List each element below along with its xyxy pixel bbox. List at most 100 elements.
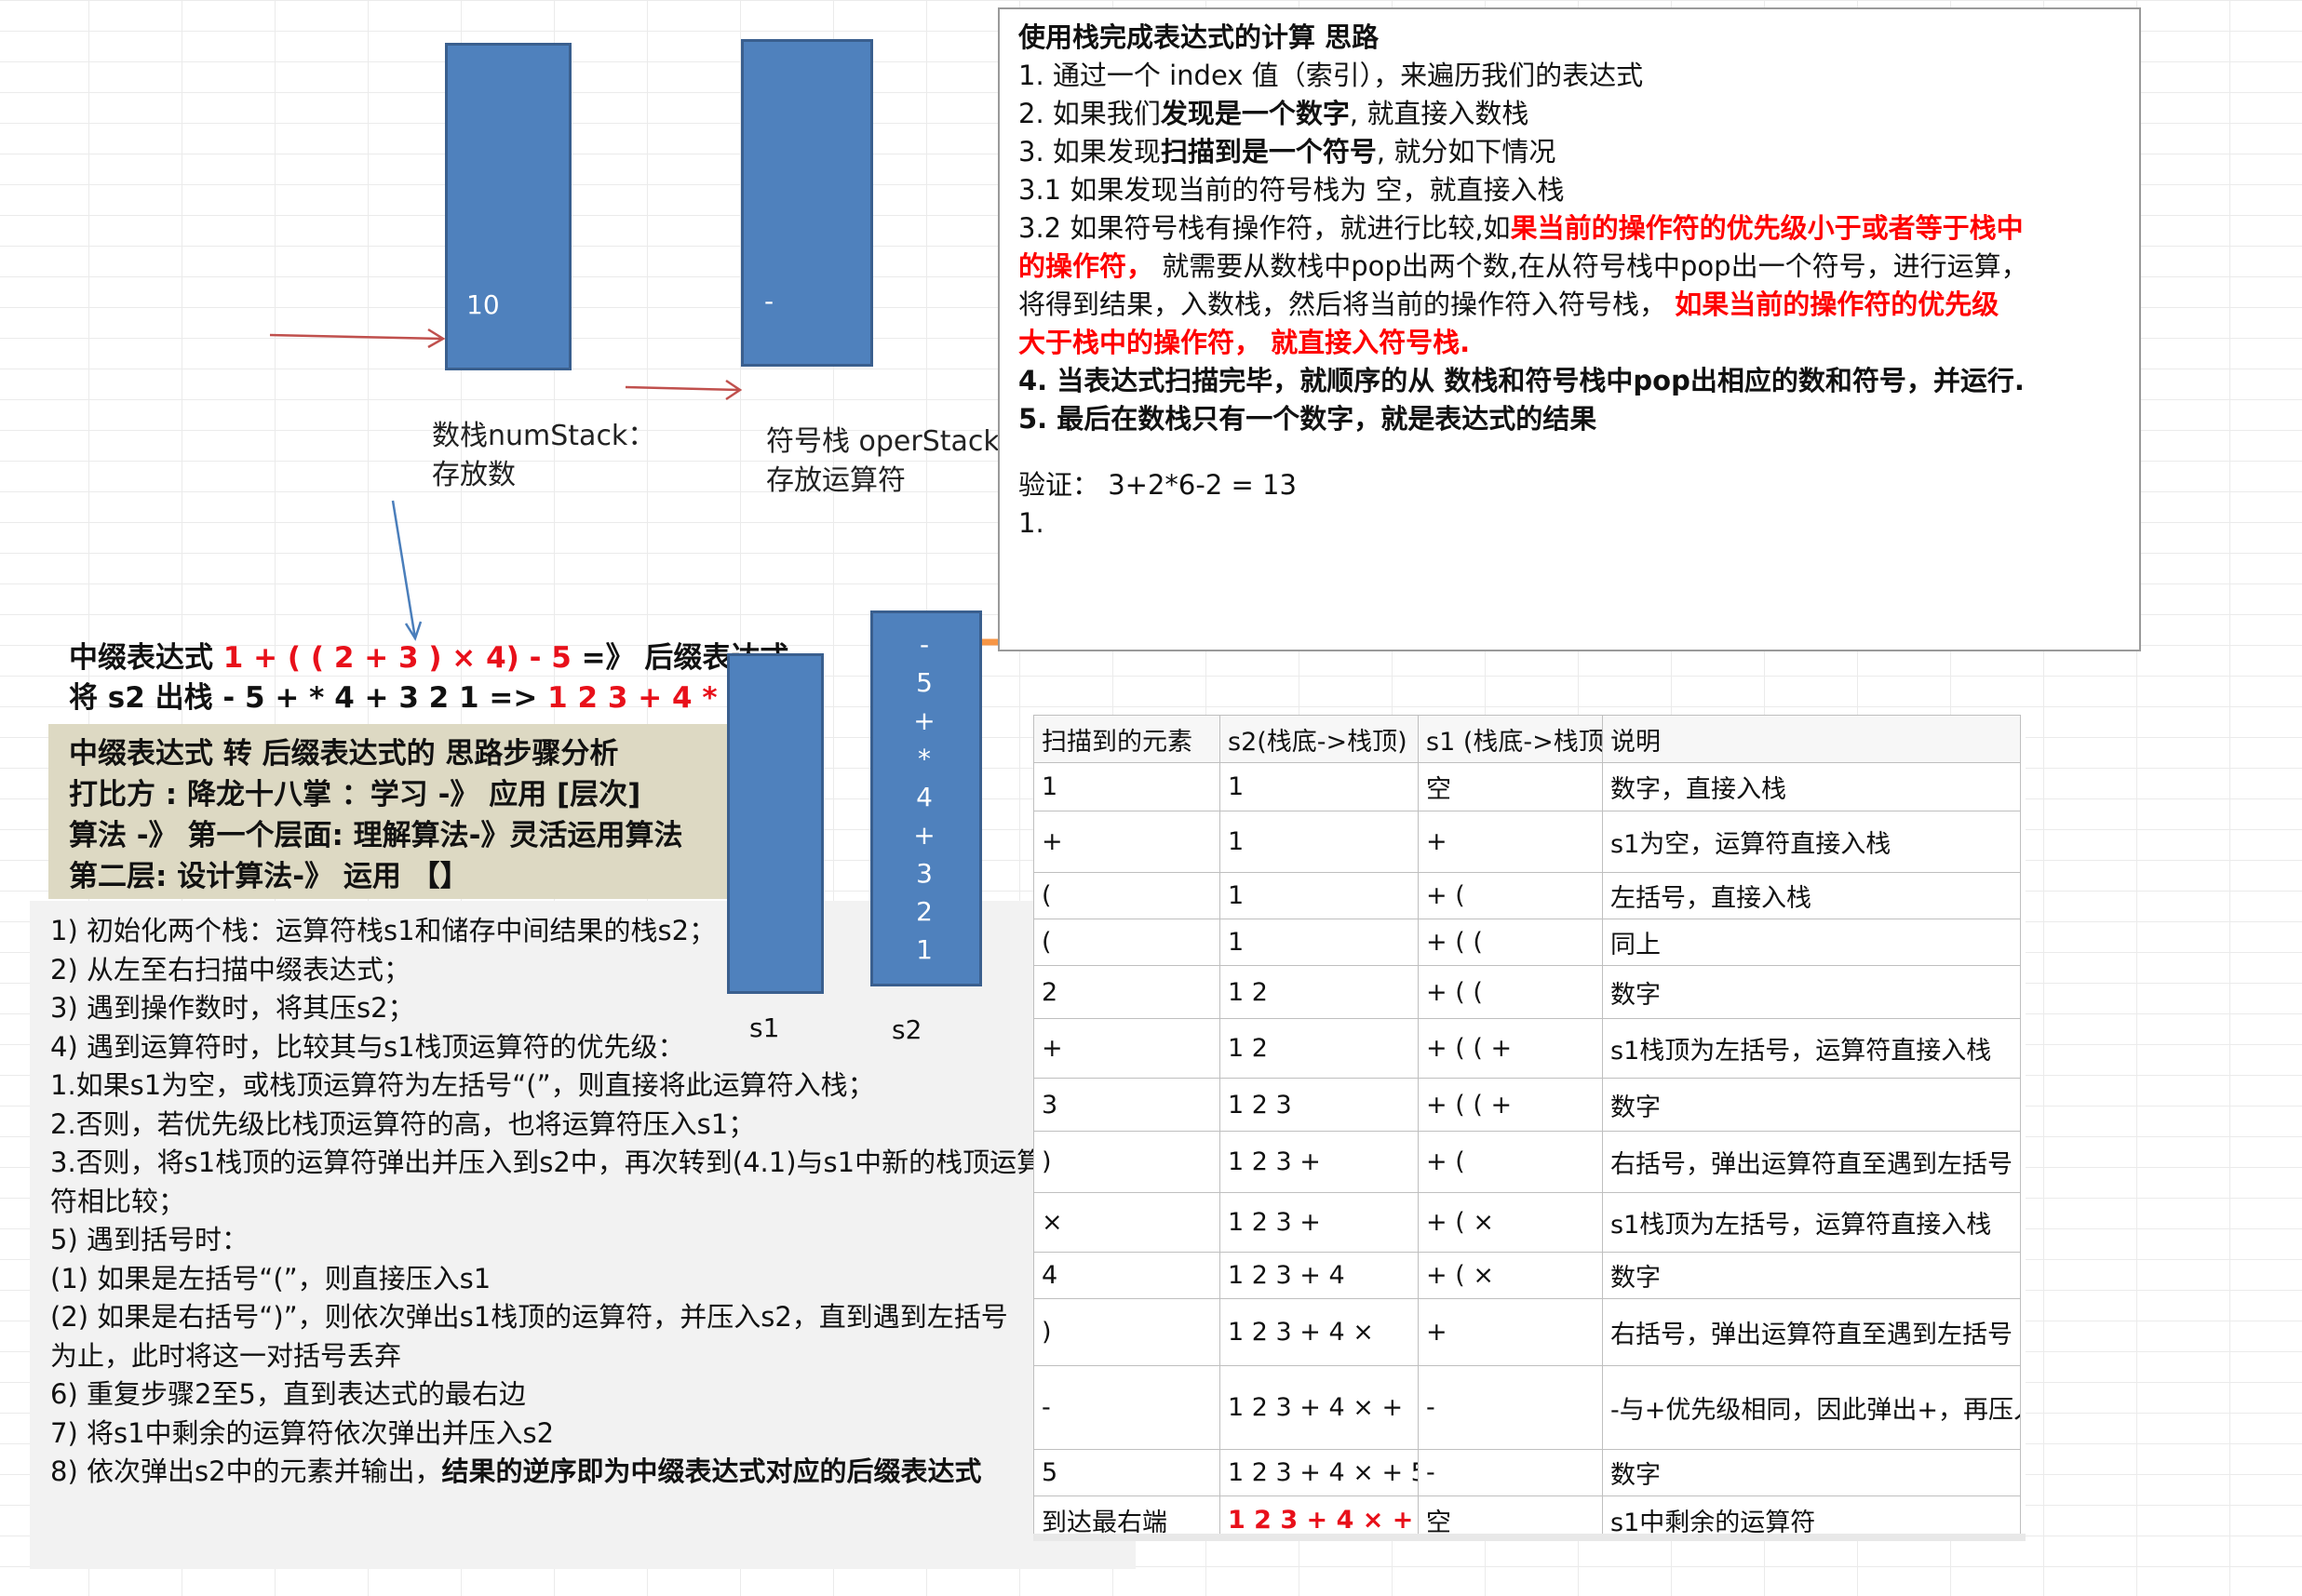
table-cell: s1栈顶为左括号，运算符直接入栈 xyxy=(1602,1018,2021,1079)
s2-label: s2 xyxy=(892,1014,922,1045)
s1-stack-box xyxy=(727,653,824,994)
table-cell: + ( × xyxy=(1418,1252,1603,1299)
table-cell: 1 xyxy=(1219,872,1419,919)
table-cell: + ( ( + xyxy=(1418,1018,1603,1079)
table-cell: ) xyxy=(1033,1298,1220,1366)
table-cell: 1 2 3 + 4 × + xyxy=(1219,1365,1419,1450)
table-cell: - xyxy=(1418,1365,1603,1450)
column-header: 扫描到的元素 xyxy=(1033,715,1220,763)
table-cell: 数字，直接入栈 xyxy=(1602,762,2021,811)
table-cell: 1 2 3 xyxy=(1219,1078,1419,1132)
table-cell: + ( ( xyxy=(1418,965,1603,1019)
table-cell: 1 2 3 + xyxy=(1219,1192,1419,1253)
table-cell: 1 xyxy=(1033,762,1220,811)
table-cell: 3 xyxy=(1033,1078,1220,1132)
table-cell: + xyxy=(1418,811,1603,873)
conversion-table: 扫描到的元素 s2(栈底->栈顶) s1 (栈底->栈顶) 说明 1 1 空数字，直接入栈… xyxy=(1033,715,2026,1541)
num-stack-top-value: 10 xyxy=(466,289,500,320)
table-cell: 2 xyxy=(1033,965,1220,1019)
table-cell: 1 2 3 + 4 × + 5 xyxy=(1219,1449,1419,1496)
table-cell: -与+优先级相同，因此弹出+，再压入- xyxy=(1602,1365,2021,1450)
table-cell: s1栈顶为左括号，运算符直接入栈 xyxy=(1602,1192,2021,1253)
conversion-steps: 1) 初始化两个栈：运算符栈s1和储存中间结果的栈s2； 2) 从左至右扫描中缀表… xyxy=(30,901,1136,1569)
num-stack-box: 10 xyxy=(445,43,572,370)
s2-stack-item: - xyxy=(919,629,930,660)
table-cell: 5 xyxy=(1033,1449,1220,1496)
step-line: 1.如果s1为空，或栈顶运算符为左括号“(”，则直接将此运算符入栈； xyxy=(50,1069,875,1101)
table-cell: + ( ( xyxy=(1418,919,1603,966)
table-cell: ( xyxy=(1033,872,1220,919)
blue-arrow-down xyxy=(391,500,423,641)
s1-label: s1 xyxy=(749,1013,780,1043)
table-cell: 1 2 xyxy=(1219,1018,1419,1079)
s2-stack-item: 1 xyxy=(916,934,933,965)
table-cell: ) xyxy=(1033,1131,1220,1193)
table-cell: 1 xyxy=(1219,811,1419,873)
analysis-box: 中缀表达式 转 后缀表达式的 思路步骤分析 打比方 : 降龙十八掌 ：学习 -》… xyxy=(48,724,728,899)
table-cell: 数字 xyxy=(1602,1252,2021,1299)
step-line: 为止，此时将这一对括号丢弃 xyxy=(50,1339,402,1372)
s2-stack-item: 3 xyxy=(916,858,933,889)
table-row: +1 2 + ( ( + s1栈顶为左括号，运算符直接入栈 xyxy=(1033,1018,2021,1079)
step-line: 5) 遇到括号时： xyxy=(50,1224,249,1255)
table-cell: 1 2 3 + 4 × xyxy=(1219,1298,1419,1366)
step-line: 2.否则，若优先级比栈顶运算符的高，也将运算符压入s1； xyxy=(50,1107,756,1140)
step-line: (2) 如果是右括号“)”，则依次弹出s1栈顶的运算符，并压入s2，直到遇到左括… xyxy=(50,1301,1008,1333)
stack-calc-notes: 使用栈完成表达式的计算 思路 1. 通过一个 index 值（索引），来遍历我们… xyxy=(998,7,2141,651)
table-cell: + ( × xyxy=(1418,1192,1603,1253)
table-row: ) 1 2 3 + + (右括号，弹出运算符直至遇到左括号 xyxy=(1033,1131,2021,1193)
table-cell: - xyxy=(1033,1365,1220,1450)
table-cell: ( xyxy=(1033,919,1220,966)
table-row: +1 + s1为空，运算符直接入栈 xyxy=(1033,811,2021,873)
step-line: 符相比较； xyxy=(50,1185,186,1217)
table-cell: s1中剩余的运算符 xyxy=(1602,1495,2021,1534)
step-line: 7) 将s1中剩余的运算符依次弹出并压入s2 xyxy=(50,1416,555,1449)
table-row: ) 1 2 3 + 4 × + 右括号，弹出运算符直至遇到左括号 xyxy=(1033,1298,2021,1366)
red-arrow-oper-stack xyxy=(625,379,743,401)
oper-stack-caption: 符号栈 operStack： 存放运算符 xyxy=(766,425,1028,497)
table-cell: s1为空，运算符直接入栈 xyxy=(1602,811,2021,873)
step-line: 4) 遇到运算符时，比较其与s1栈顶运算符的优先级： xyxy=(50,1030,685,1063)
table-cell: 1 xyxy=(1219,762,1419,811)
table-cell: 数字 xyxy=(1602,965,2021,1019)
table-row: (1 + ( (同上 xyxy=(1033,919,2021,966)
s2-stack-values: - 5 + * 4 +3 2 1 xyxy=(892,625,957,969)
table-cell: + xyxy=(1418,1298,1603,1366)
step-line: 3) 遇到操作数时，将其压s2； xyxy=(50,992,415,1024)
step-line: 2) 从左至右扫描中缀表达式； xyxy=(50,953,411,986)
table-cell: 数字 xyxy=(1602,1078,2021,1132)
table-cell: + ( xyxy=(1418,1131,1603,1193)
infix-expression: 中缀表达式 1 + ( ( 2 + 3 ) × 4) - 5 =》 后缀表达式 … xyxy=(69,641,804,715)
step-line: 1) 初始化两个栈：运算符栈s1和储存中间结果的栈s2； xyxy=(50,915,717,946)
step-line: (1) 如果是左括号“(”，则直接压入s1 xyxy=(50,1262,491,1294)
column-header: s1 (栈底->栈顶) xyxy=(1418,715,1603,763)
table-cell: 到达最右端 xyxy=(1033,1495,1220,1534)
s2-stack-item: 4 xyxy=(916,782,933,812)
s2-stack-item: 2 xyxy=(916,896,933,927)
num-stack-caption: 数栈numStack： 存放数 xyxy=(432,420,656,491)
table-cell: + ( ( + xyxy=(1418,1078,1603,1132)
table-cell: × xyxy=(1033,1192,1220,1253)
step-line: 3.否则，将s1栈顶的运算符弹出并压入到s2中，再次转到(4.1)与s1中新的栈… xyxy=(50,1147,1044,1178)
table-cell: 右括号，弹出运算符直至遇到左括号 xyxy=(1602,1298,2021,1366)
table-row: × 1 2 3 + + ( × s1栈顶为左括号，运算符直接入栈 xyxy=(1033,1192,2021,1253)
oper-stack-top-value: - xyxy=(764,286,774,316)
table-cell: + xyxy=(1033,811,1220,873)
table-cell: 4 xyxy=(1033,1252,1220,1299)
table-cell: + xyxy=(1033,1018,1220,1079)
red-arrow-num-stack xyxy=(269,328,446,349)
column-header: 说明 xyxy=(1602,715,2021,763)
table-cell: 1 2 xyxy=(1219,965,1419,1019)
s2-stack-item: * xyxy=(918,744,931,774)
table-cell: 数字 xyxy=(1602,1449,2021,1496)
step-8: 8) 依次弹出s2中的元素并输出，结果的逆序即为中缀表达式对应的后缀表达式 xyxy=(50,1455,982,1487)
table-row: (1 + (左括号，直接入栈 xyxy=(1033,872,2021,919)
oper-stack-box: - xyxy=(741,39,873,367)
table-cell: 空 xyxy=(1418,762,1603,811)
table-cell: 1 2 3 + 4 × + 5 - xyxy=(1219,1495,1419,1534)
